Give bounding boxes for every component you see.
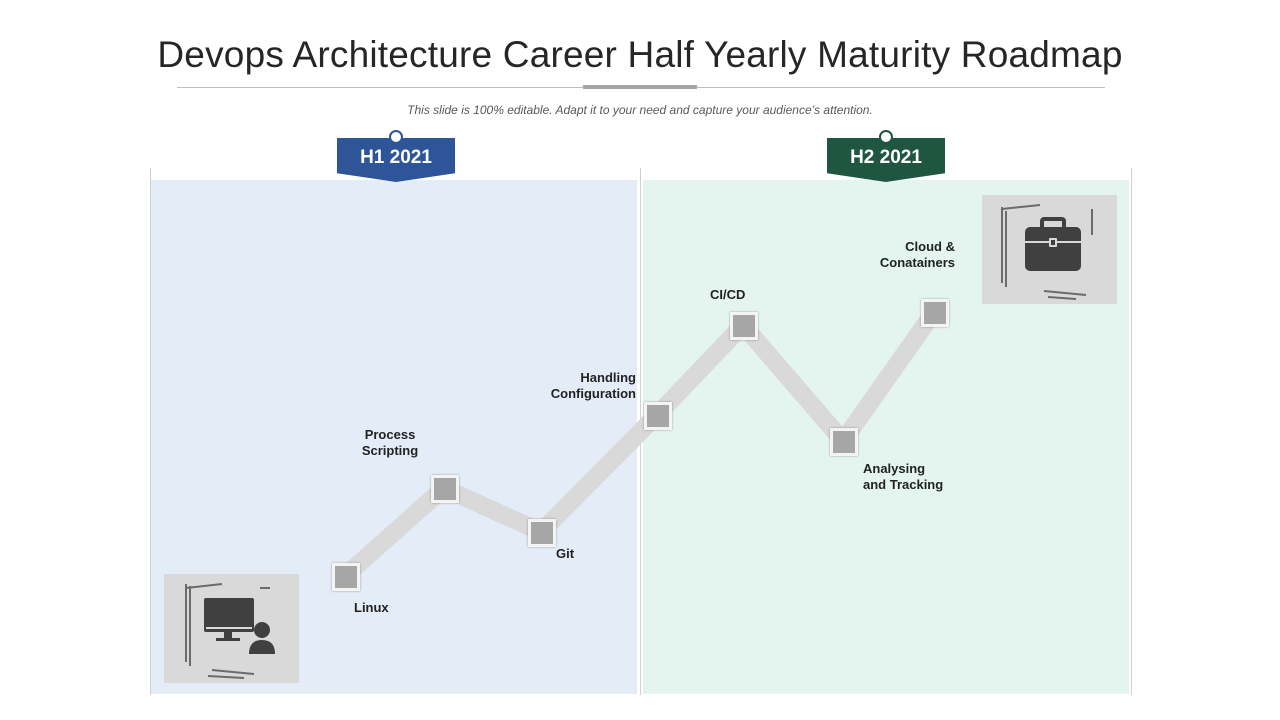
end-icon-box — [982, 195, 1117, 304]
milestone-label-cloud-containers: Cloud & Conatainers — [879, 239, 955, 270]
milestone-node-linux — [332, 563, 360, 591]
h2-tag-banner — [827, 138, 945, 182]
milestone-node-ci-cd — [730, 312, 758, 340]
h1-period-tag: H1 2021 — [337, 130, 455, 182]
left-border-line — [150, 168, 151, 695]
h1-tag-pin — [389, 130, 403, 144]
h1-tag-banner — [337, 138, 455, 182]
milestone-node-git — [528, 519, 556, 547]
briefcase-icon — [1001, 204, 1093, 300]
computer-user-icon — [185, 583, 275, 679]
h2-period-tag: H2 2021 — [827, 130, 945, 182]
milestone-label-analysing-tracking: Analysing and Tracking — [863, 461, 944, 492]
slide-subtitle: This slide is 100% editable. Adapt it to… — [407, 103, 873, 117]
start-icon-box — [164, 574, 299, 683]
milestone-node-process-scripting — [431, 475, 459, 503]
milestone-node-cloud-containers — [921, 299, 949, 327]
milestone-label-process-scripting: Process Scripting — [361, 427, 419, 458]
milestone-node-analysing-tracking — [830, 428, 858, 456]
milestone-label-ci-cd: CI/CD — [710, 287, 746, 302]
right-border-line — [1131, 168, 1132, 695]
milestone-label-linux: Linux — [354, 600, 389, 615]
h2-tag-label: H2 2021 — [850, 147, 922, 168]
h2-tag-pin — [879, 130, 893, 144]
h1-tag-label: H1 2021 — [360, 147, 432, 168]
title-accent-bar — [583, 85, 697, 89]
milestone-node-handling-configuration — [644, 402, 672, 430]
slide-title: Devops Architecture Career Half Yearly M… — [157, 34, 1123, 75]
milestone-label-git: Git — [556, 546, 575, 561]
milestone-label-handling-configuration: Handling Configuration — [550, 370, 636, 401]
